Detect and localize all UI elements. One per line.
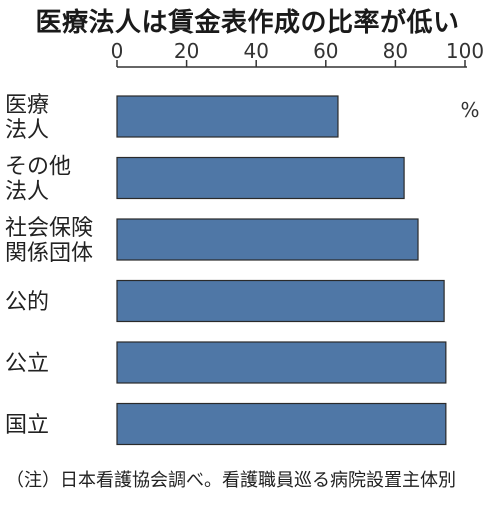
x-tick-label: 80: [383, 39, 408, 63]
category-label: 社会保険: [5, 216, 93, 241]
chart-title: 医療法人は賃金表作成の比率が低い: [35, 8, 460, 38]
category-label: 国立: [5, 413, 49, 438]
bar: [116, 218, 419, 261]
x-tick-label: 60: [313, 39, 338, 63]
bar: [116, 402, 447, 446]
bar: [116, 279, 445, 323]
x-tick-label: 40: [243, 39, 268, 63]
x-tick-label: 100: [446, 39, 484, 63]
bar: [116, 341, 447, 384]
unit-label: %: [460, 98, 479, 122]
category-label: 公立: [5, 352, 49, 377]
category-label: 関係団体: [5, 241, 93, 266]
category-label: 法人: [5, 118, 49, 143]
category-label: 法人: [5, 180, 49, 205]
footnote-text: 日本看護協会調べ。看護職員巡る病院設置主体別: [60, 470, 456, 491]
footnote-prefix: （注）: [6, 470, 60, 491]
bar: [116, 95, 339, 138]
x-tick-label: 0: [111, 39, 124, 63]
category-label: 医療: [5, 93, 49, 118]
category-label: 公的: [5, 290, 49, 315]
x-tick-label: 20: [174, 39, 199, 63]
bar: [116, 156, 405, 200]
category-label: その他: [5, 155, 71, 180]
footnote: （注） 日本看護協会調べ。看護職員巡る病院設置主体別: [6, 468, 490, 494]
